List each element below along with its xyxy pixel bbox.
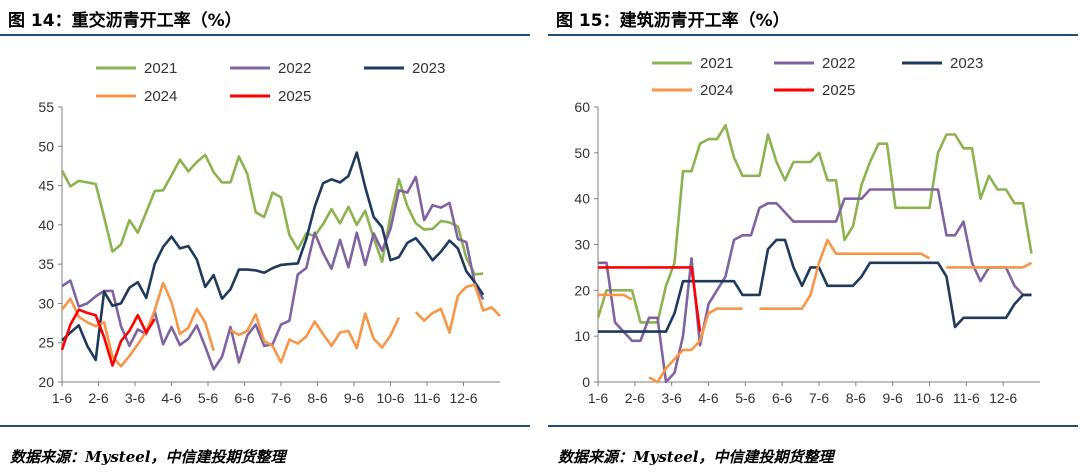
x-tick-label: 11-6: [953, 390, 980, 406]
series-segment: [60, 153, 484, 276]
x-tick-label: 12-6: [989, 390, 1017, 406]
series-line-2022: [61, 175, 485, 371]
series-line-2025: [598, 266, 702, 332]
divider-top: [548, 34, 1078, 36]
legend-label: 2022: [822, 55, 855, 72]
divider-bottom: [548, 425, 1078, 427]
divider-top: [0, 34, 530, 36]
x-tick-label: 9-6: [344, 390, 364, 406]
legend-label: 2025: [278, 88, 311, 105]
y-tick-label: 30: [574, 237, 590, 253]
x-tick-label: 11-6: [414, 390, 441, 406]
line-chart-construction-asphalt: 0 10 20 30 40 50 60 1-6 2-6 3-6 4-6 5-6 6-6 7-6 8-6 9-6…: [574, 55, 1040, 406]
x-tick-label: 7-6: [271, 390, 291, 406]
divider-bottom: [0, 425, 530, 427]
legend-label: 2021: [700, 55, 733, 72]
x-tick-label: 2-6: [625, 390, 645, 406]
series-line-2023: [61, 151, 485, 362]
x-tick-label: 9-6: [883, 390, 903, 406]
y-tick-label: 40: [574, 191, 590, 207]
y-tick-label: 45: [38, 178, 54, 194]
series-segment: [946, 261, 1033, 269]
x-tick-label: 10-6: [376, 390, 404, 406]
y-tick-label: 60: [574, 99, 590, 115]
x-tick-label: 1-6: [52, 390, 72, 406]
legend-label: 2022: [278, 60, 311, 77]
y-tick-label: 50: [574, 145, 590, 161]
x-tick-label: 3-6: [662, 390, 682, 406]
x-tick-label: 5-6: [198, 390, 218, 406]
series-segment: [60, 308, 156, 367]
y-tick-label: 50: [38, 138, 54, 154]
chart-panel-right: 图 15：建筑沥青开工率（%） 0 10 20 30 40 50 60 1-6 2-6 3-6 4-…: [548, 0, 1078, 475]
x-tick-label: 8-6: [846, 390, 866, 406]
legend-label: 2023: [412, 60, 445, 77]
series-line-2021: [596, 124, 1033, 324]
y-tick-label: 40: [38, 217, 54, 233]
y-tick-label: 30: [38, 295, 54, 311]
source-note: 数据来源：Mysteel，中信建投期货整理: [10, 448, 286, 466]
legend-label: 2024: [144, 88, 177, 105]
series-segment: [759, 238, 931, 311]
legend-label: 2023: [950, 55, 983, 72]
x-tick-label: 2-6: [88, 390, 108, 406]
y-tick-label: 35: [38, 256, 54, 272]
series-segment: [648, 307, 743, 384]
x-tick-label: 1-6: [588, 390, 608, 406]
series-line-2024: [60, 281, 501, 368]
y-tick-label: 20: [574, 282, 590, 298]
chart-title: 图 15：建筑沥青开工率（%）: [556, 11, 790, 31]
chart-title: 图 14：重交沥青开工率（%）: [8, 11, 242, 31]
series-segment: [229, 312, 401, 364]
series-line-2024: [598, 238, 1033, 384]
series-line-2021: [60, 153, 484, 276]
series-line-2022: [598, 188, 1032, 384]
legend-label: 2024: [700, 82, 733, 99]
x-tick-label: 6-6: [234, 390, 254, 406]
series-segment: [414, 283, 501, 334]
y-tick-label: 20: [38, 374, 54, 390]
x-tick-label: 5-6: [735, 390, 755, 406]
source-note: 数据来源：Mysteel，中信建投期货整理: [558, 448, 834, 466]
x-tick-label: 3-6: [125, 390, 145, 406]
x-tick-label: 4-6: [698, 390, 718, 406]
series-segment: [596, 124, 1033, 324]
series-line-2025: [60, 308, 156, 367]
series-segment: [598, 293, 633, 301]
x-tick-label: 12-6: [449, 390, 477, 406]
series-segment: [598, 188, 1032, 384]
x-tick-label: 4-6: [161, 390, 181, 406]
series-segment: [598, 266, 702, 332]
series-line-2023: [598, 238, 1032, 333]
series-segment: [61, 175, 485, 371]
y-tick-label: 55: [38, 99, 54, 115]
chart-panel-left: 图 14：重交沥青开工率（%） 20 25 30 35 40 45 50 55 1-6 2-6 3-…: [0, 0, 530, 475]
legend-label: 2025: [822, 82, 855, 99]
x-tick-label: 10-6: [915, 390, 943, 406]
x-tick-label: 8-6: [307, 390, 327, 406]
y-tick-label: 10: [574, 328, 590, 344]
y-tick-label: 25: [38, 335, 54, 351]
y-tick-label: 0: [582, 374, 590, 390]
series-segment: [61, 151, 485, 362]
series-segment: [60, 281, 215, 368]
legend-label: 2021: [144, 60, 177, 77]
x-tick-label: 7-6: [809, 390, 829, 406]
x-tick-label: 6-6: [772, 390, 792, 406]
series-segment: [598, 238, 1032, 333]
